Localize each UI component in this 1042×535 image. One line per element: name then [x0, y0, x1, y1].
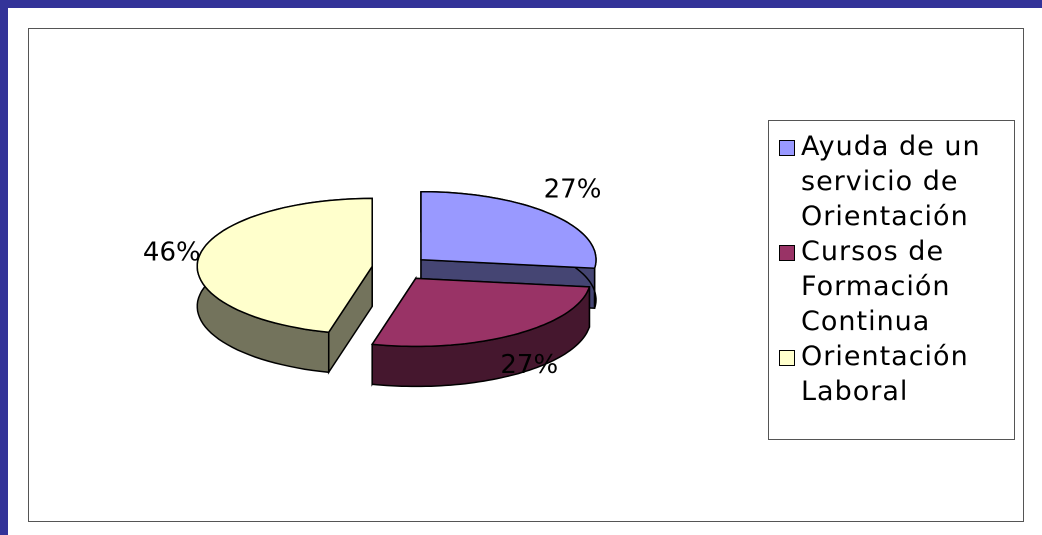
slice-top — [370, 277, 591, 348]
slice-top — [196, 197, 373, 334]
legend-swatch — [779, 140, 795, 156]
slice-top — [420, 190, 597, 269]
legend-label: Cursos de Formación Continua — [801, 236, 951, 337]
chart-frame — [28, 28, 1024, 522]
data-label: 27% — [500, 350, 558, 380]
left-border — [0, 0, 8, 535]
legend-swatch — [779, 350, 795, 366]
legend-swatch — [779, 245, 795, 261]
data-label: 46% — [143, 238, 201, 268]
legend-entry: Orientación Laboral — [779, 339, 1008, 409]
top-border — [0, 0, 1042, 8]
data-label: 27% — [544, 174, 602, 204]
legend-label: Orientación Laboral — [801, 341, 969, 407]
legend-entry: Cursos de Formación Continua — [779, 234, 1008, 339]
legend-label: Ayuda de un servicio de Orientación — [801, 131, 981, 232]
pie-slice — [196, 197, 373, 375]
legend-entry: Ayuda de un servicio de Orientación — [779, 129, 1008, 234]
legend: Ayuda de un servicio de Orientación Curso… — [768, 120, 1015, 440]
pie-slice — [370, 275, 591, 388]
